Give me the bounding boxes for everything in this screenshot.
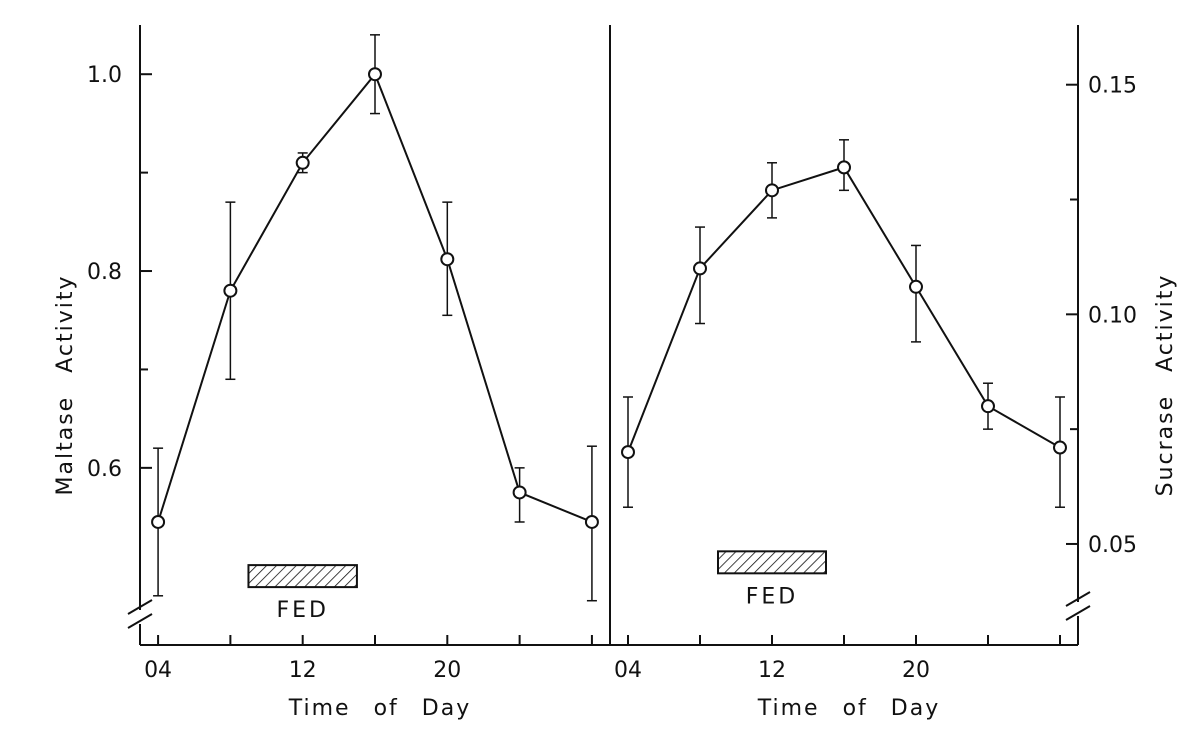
sucrase-series-line	[627, 166, 1061, 453]
sucrase-y-tick-label: 0.10	[1088, 303, 1137, 328]
sucrase-data-point	[765, 183, 779, 198]
sucrase-data-point	[1053, 440, 1067, 455]
maltase-data-point	[223, 283, 238, 298]
maltase-fed-bar	[247, 564, 358, 589]
maltase-x-tick-label: 04	[144, 658, 172, 683]
sucrase-x-tick-label: 20	[902, 658, 930, 683]
sucrase-x-tick-label: 12	[758, 658, 786, 683]
sucrase-data-point	[621, 445, 635, 460]
maltase-data-point	[512, 485, 527, 500]
sucrase-data-point	[693, 261, 707, 276]
maltase-y-tick-label: 1.0	[87, 63, 122, 88]
maltase-x-axis-label: Time of Day	[288, 696, 471, 721]
sucrase-data-point	[837, 160, 851, 175]
maltase-fed-label: FED	[276, 598, 329, 623]
maltase-x-tick-label: 20	[433, 658, 461, 683]
sucrase-data-point	[981, 399, 995, 414]
sucrase-data-point	[909, 279, 923, 294]
maltase-data-point	[295, 155, 310, 170]
sucrase-y-axis-label: Sucrase Activity	[1153, 274, 1178, 497]
maltase-data-point	[368, 67, 382, 82]
right-axis-break	[1065, 591, 1091, 621]
sucrase-fed-bar	[717, 550, 827, 575]
maltase-y-axis-label: Maltase Activity	[53, 275, 78, 496]
sucrase-x-axis-label: Time of Day	[757, 696, 940, 721]
maltase-y-tick-label: 0.8	[87, 260, 122, 285]
maltase-panel: 0.6 0.8 1.0 04 12 20 FED Maltase Activity Tim…	[53, 34, 599, 721]
left-axis-break	[127, 599, 153, 629]
sucrase-x-tick-label: 04	[614, 658, 642, 683]
maltase-y-tick-label: 0.6	[87, 457, 122, 482]
maltase-data-point	[440, 252, 455, 267]
maltase-data-point	[584, 514, 599, 529]
maltase-x-tick-label: 12	[289, 658, 317, 683]
maltase-series-line	[157, 72, 593, 523]
sucrase-fed-label: FED	[746, 584, 799, 609]
sucrase-y-tick-label: 0.15	[1088, 74, 1137, 99]
sucrase-y-tick-label: 0.05	[1088, 533, 1137, 558]
maltase-data-point	[151, 514, 166, 529]
